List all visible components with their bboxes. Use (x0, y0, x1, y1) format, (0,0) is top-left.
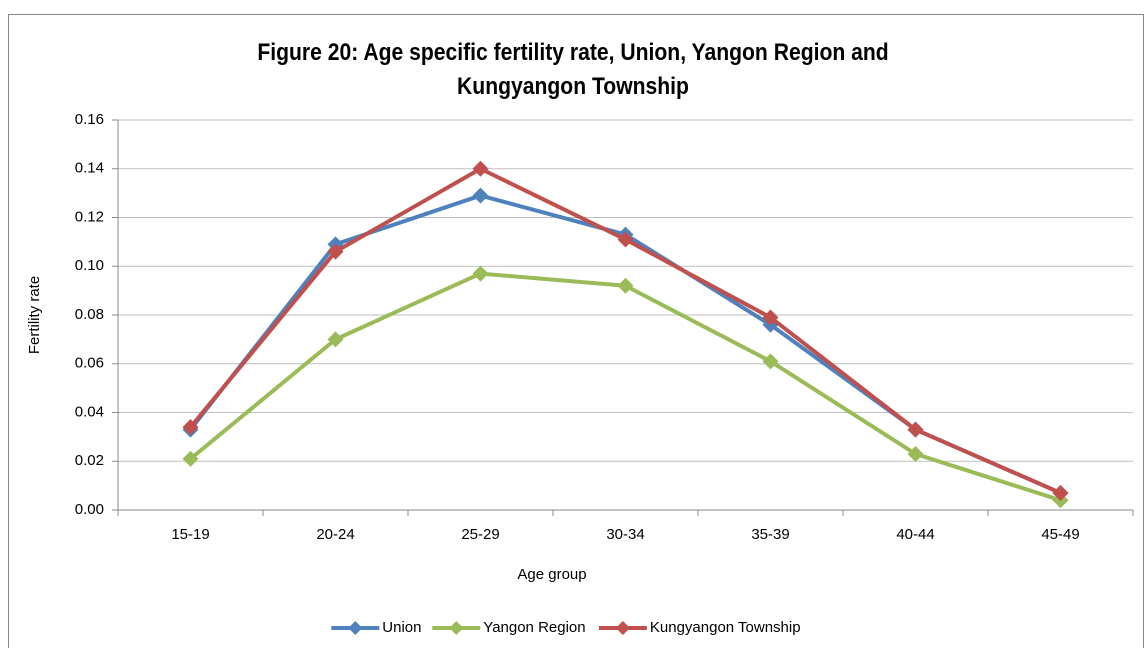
data-point (762, 353, 779, 370)
data-point (907, 421, 924, 438)
y-tick-label: 0.00 (75, 501, 104, 518)
data-point (327, 243, 344, 260)
data-point (472, 265, 489, 282)
data-point (907, 445, 924, 462)
y-tick-label: 0.08 (75, 306, 104, 323)
x-tick-label: 30-34 (606, 526, 644, 543)
y-tick-label: 0.12 (75, 208, 104, 225)
y-tick-label: 0.14 (75, 160, 104, 177)
data-point (617, 231, 634, 248)
x-tick-label: 15-19 (171, 526, 209, 543)
y-tick-label: 0.16 (75, 111, 104, 128)
data-point (617, 277, 634, 294)
data-point (327, 331, 344, 348)
y-tick-label: 0.02 (75, 452, 104, 469)
x-tick-label: 40-44 (896, 526, 934, 543)
legend-marker (449, 621, 464, 635)
series-line (189, 271, 1062, 503)
x-tick-label: 20-24 (316, 526, 354, 543)
data-point (762, 309, 779, 326)
data-point (182, 419, 199, 436)
legend-label: Union (382, 619, 421, 636)
y-tick-label: 0.06 (75, 355, 104, 372)
chart-title: Figure 20: Age specific fertility rate, … (257, 39, 889, 100)
y-tick-label: 0.04 (75, 403, 104, 420)
data-point (472, 160, 489, 177)
x-tick-label: 35-39 (751, 526, 789, 543)
legend-label: Kungyangon Township (650, 619, 801, 636)
y-tick-label: 0.10 (75, 257, 104, 274)
data-point (1052, 484, 1069, 501)
legend-label: Yangon Region (483, 619, 585, 636)
x-tick-label: 45-49 (1041, 526, 1079, 543)
legend-marker (615, 621, 630, 635)
y-axis-label: Fertility rate (26, 276, 43, 354)
x-axis-label: Age group (517, 566, 586, 583)
chart-frame (8, 14, 1144, 648)
data-point (472, 187, 489, 204)
data-point (182, 450, 199, 467)
x-tick-label: 25-29 (461, 526, 499, 543)
legend-marker (348, 621, 363, 635)
